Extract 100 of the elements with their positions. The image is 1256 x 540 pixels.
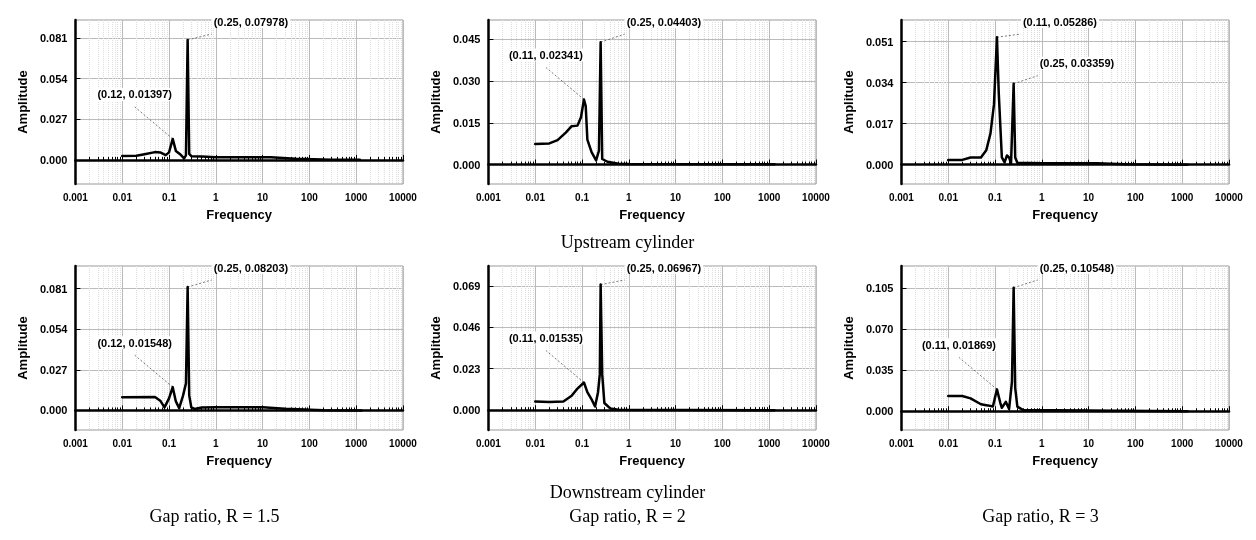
- y-tick-label: 0.000: [452, 404, 481, 417]
- x-tick-label: 0.1: [988, 437, 1003, 449]
- x-tick-label: 100: [301, 437, 319, 449]
- y-axis-title: Amplitude: [841, 316, 856, 380]
- x-axis-title: Frequency: [619, 453, 686, 468]
- annotation: (0.25, 0.07978): [213, 15, 289, 28]
- y-axis-title: Amplitude: [15, 70, 30, 134]
- y-tick-label: 0.017: [865, 117, 894, 130]
- annotation: (0.12, 0.01397): [97, 88, 173, 101]
- x-tick-label: 10: [257, 437, 269, 449]
- y-tick-label: 0.054: [39, 323, 69, 336]
- x-tick-label: 10000: [1215, 191, 1244, 203]
- x-axis-title: Frequency: [619, 207, 686, 222]
- x-tick-label: 1: [213, 191, 220, 203]
- text: Gap ratio, R = 1.5: [149, 505, 280, 528]
- x-tick-label: 1000: [345, 437, 368, 449]
- x-tick-label: 1000: [1171, 437, 1194, 449]
- x-tick-label: 10000: [802, 191, 831, 203]
- x-tick-label: 10000: [802, 437, 831, 449]
- y-tick-label: 0.000: [39, 153, 68, 166]
- y-tick-label: 0.070: [865, 323, 894, 336]
- x-tick-label: 0.1: [575, 191, 590, 203]
- x-tick-label: 1: [213, 437, 220, 449]
- x-tick-label: 10000: [389, 191, 418, 203]
- y-tick-label: 0.000: [39, 404, 68, 417]
- x-tick-label: 100: [1127, 191, 1145, 203]
- x-tick-label: 1: [626, 191, 633, 203]
- annotation: (0.11, 0.01869): [921, 338, 997, 351]
- annotation: (0.25, 0.03359): [1039, 57, 1115, 70]
- y-axis-title: Amplitude: [428, 70, 443, 134]
- x-tick-label: 0.01: [112, 437, 133, 449]
- y-tick-label: 0.045: [452, 33, 481, 46]
- annotation: (0.25, 0.08203): [213, 261, 289, 274]
- y-tick-label: 0.027: [39, 363, 68, 376]
- text: Upstream cylinder: [560, 231, 695, 254]
- x-tick-label: 0.001: [62, 437, 89, 449]
- annotation: (0.12, 0.01548): [97, 336, 173, 349]
- x-tick-label: 0.01: [525, 191, 546, 203]
- y-tick-label: 0.081: [39, 282, 68, 295]
- y-tick-label: 0.035: [865, 364, 894, 377]
- y-axis-title: Amplitude: [841, 70, 856, 134]
- x-tick-label: 100: [301, 191, 319, 203]
- x-tick-label: 0.1: [162, 191, 177, 203]
- x-tick-label: 100: [714, 191, 732, 203]
- x-tick-label: 0.01: [112, 191, 133, 203]
- x-tick-label: 10: [1083, 191, 1095, 203]
- x-tick-label: 1: [1039, 191, 1046, 203]
- y-tick-label: 0.034: [865, 76, 895, 89]
- x-tick-label: 1: [626, 437, 633, 449]
- x-tick-label: 10000: [389, 437, 418, 449]
- x-tick-label: 0.1: [162, 437, 177, 449]
- x-axis-title: Frequency: [1032, 453, 1099, 468]
- y-tick-label: 0.046: [452, 321, 481, 334]
- x-tick-label: 10: [257, 191, 269, 203]
- x-tick-label: 0.001: [888, 191, 915, 203]
- x-tick-label: 1000: [1171, 191, 1194, 203]
- y-tick-label: 0.081: [39, 32, 68, 45]
- y-tick-label: 0.054: [39, 72, 69, 85]
- x-tick-label: 1000: [758, 191, 781, 203]
- x-tick-label: 0.1: [575, 437, 590, 449]
- x-axis-title: Frequency: [206, 207, 273, 222]
- text: Gap ratio, R = 3: [982, 505, 1099, 528]
- x-tick-label: 0.1: [988, 191, 1003, 203]
- x-tick-label: 0.001: [62, 191, 89, 203]
- x-tick-label: 1000: [345, 191, 368, 203]
- annotation: (0.25, 0.10548): [1039, 261, 1115, 274]
- y-tick-label: 0.051: [865, 35, 894, 48]
- x-tick-label: 10000: [1215, 437, 1244, 449]
- y-tick-label: 0.000: [865, 158, 894, 171]
- x-tick-label: 10: [670, 191, 682, 203]
- y-axis-title: Amplitude: [428, 316, 443, 380]
- x-tick-label: 1: [1039, 437, 1046, 449]
- x-tick-label: 0.001: [888, 437, 915, 449]
- annotation: (0.25, 0.04403): [626, 15, 702, 28]
- y-tick-label: 0.023: [452, 362, 481, 375]
- y-tick-label: 0.000: [865, 405, 894, 418]
- x-tick-label: 10: [670, 437, 682, 449]
- x-tick-label: 0.001: [475, 437, 502, 449]
- y-axis-title: Amplitude: [15, 316, 30, 380]
- x-axis-title: Frequency: [1032, 207, 1099, 222]
- x-tick-label: 0.001: [475, 191, 502, 203]
- x-tick-label: 1000: [758, 437, 781, 449]
- y-tick-label: 0.030: [452, 75, 481, 88]
- y-tick-label: 0.105: [865, 282, 894, 295]
- x-tick-label: 0.01: [938, 191, 959, 203]
- x-axis-title: Frequency: [206, 453, 273, 468]
- text: Gap ratio, R = 2: [569, 505, 686, 528]
- y-tick-label: 0.000: [452, 158, 481, 171]
- x-tick-label: 100: [714, 437, 732, 449]
- y-tick-label: 0.069: [452, 279, 481, 292]
- annotation: (0.25, 0.06967): [626, 261, 702, 274]
- text: Downstream cylinder: [549, 481, 706, 504]
- y-tick-label: 0.015: [452, 116, 481, 129]
- x-tick-label: 100: [1127, 437, 1145, 449]
- annotation: (0.11, 0.05286): [1022, 15, 1098, 28]
- x-tick-label: 0.01: [938, 437, 959, 449]
- x-tick-label: 0.01: [525, 437, 546, 449]
- annotation: (0.11, 0.01535): [508, 332, 584, 345]
- y-tick-label: 0.027: [39, 113, 68, 126]
- annotation: (0.11, 0.02341): [508, 48, 584, 61]
